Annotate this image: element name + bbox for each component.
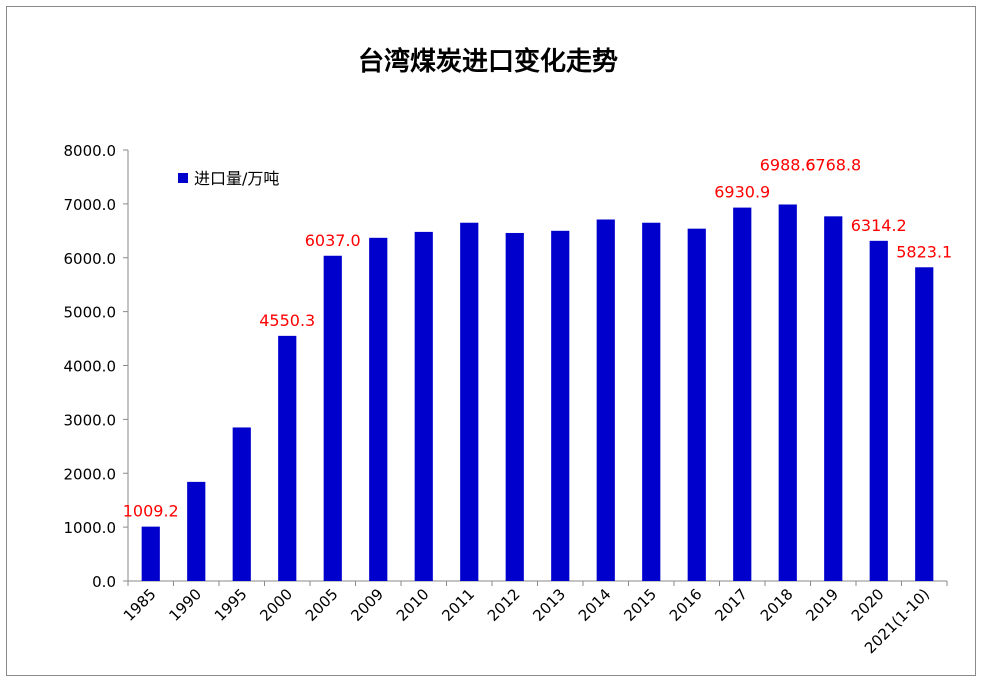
x-tick-label: 2000 [256,585,296,625]
y-axis: 0.0 1000.0 2000.0 3000.0 4000.0 5000.0 6000.0 7… [64,142,129,591]
bar [323,255,342,581]
y-tick-label: 0.0 [92,573,116,591]
bar [141,526,160,581]
data-label: 6768.8 [805,155,861,174]
x-tick-label: 2009 [347,585,387,625]
chart-frame [6,6,976,676]
x-axis: 1985 1990 1995 2000 2005 2009 2010 2011 2012 2013… [120,580,948,657]
x-tick-label: 1990 [165,585,205,625]
y-tick-label: 1000.0 [64,519,117,537]
x-tick-label: 2010 [393,585,433,625]
x-tick-label: 2018 [757,585,797,625]
y-tick-label: 5000.0 [64,304,117,322]
bars [141,204,934,581]
y-tick-label: 8000.0 [64,142,117,160]
data-label: 4550.3 [259,311,315,330]
bar [232,427,251,581]
x-tick-label: 2020 [848,585,888,625]
chart-title: 台湾煤炭进口变化走势 [358,46,618,77]
bar [824,216,843,581]
data-label: 1009.2 [123,502,179,521]
bar [505,232,524,581]
bar [551,230,570,581]
x-tick-label: 2017 [711,585,751,625]
bar [369,237,388,581]
bar [915,267,934,581]
x-tick-label: 2019 [802,585,842,625]
y-tick-label: 7000.0 [64,196,117,214]
x-tick-label: 2015 [620,585,660,625]
bar [414,231,433,581]
bar [460,222,479,581]
legend: 进口量/万吨 [178,169,279,188]
data-label: 5823.1 [896,242,952,261]
bar [278,335,297,581]
bar [869,240,888,581]
bar [778,204,797,581]
x-tick-label: 2011 [438,585,478,625]
y-tick-label: 6000.0 [64,250,117,268]
data-label: 6314.2 [851,216,907,235]
x-tick-label: 2014 [575,585,615,625]
y-tick-label: 4000.0 [64,358,117,376]
data-label: 6037.0 [305,231,361,250]
x-tick-label: 2016 [666,585,706,625]
x-tick-label: 1985 [120,585,160,625]
bar [642,222,661,581]
legend-label: 进口量/万吨 [194,169,279,188]
bar [187,481,206,581]
data-label: 6930.9 [714,183,770,202]
bar [733,207,752,581]
x-tick-label: 2013 [529,585,569,625]
legend-swatch [178,173,188,183]
x-tick-label: 2005 [302,585,342,625]
x-tick-label: 2012 [484,585,524,625]
data-label: 6988.6 [760,155,816,174]
bar [687,228,706,581]
bar [596,219,615,581]
y-tick-label: 3000.0 [64,411,117,429]
x-tick-label: 1995 [211,585,251,625]
y-tick-label: 2000.0 [64,465,117,483]
